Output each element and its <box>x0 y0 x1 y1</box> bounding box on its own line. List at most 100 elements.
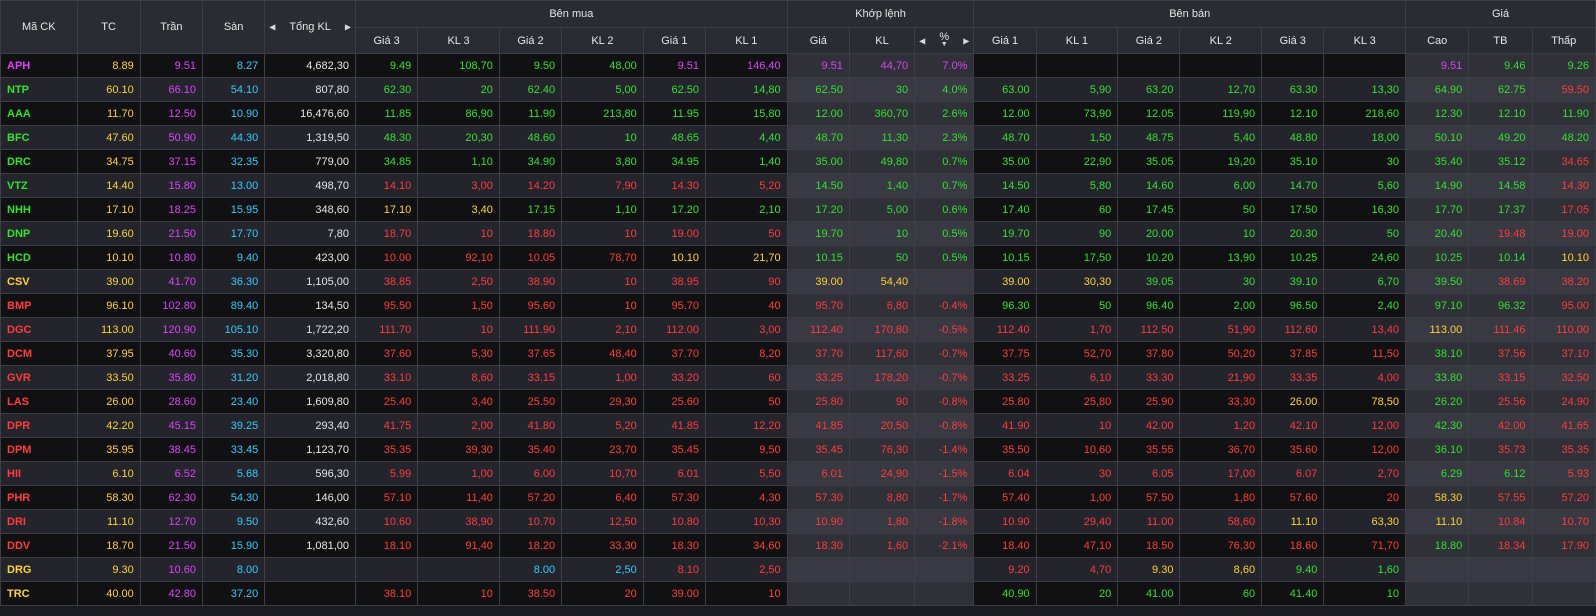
cell-high: 9.51 <box>1405 53 1470 78</box>
col-header-symbol[interactable]: Mã CK <box>0 0 78 54</box>
cell-bid-vol-3: 11,40 <box>417 485 500 510</box>
cell-symbol[interactable]: HCD <box>0 245 78 270</box>
cell-ask-price-2: 11.00 <box>1117 509 1181 534</box>
table-row[interactable]: PHR 58.30 62.30 54.30 146,00 57.10 11,40 57.20 6… <box>0 485 1596 510</box>
col-header-ask-vol-1[interactable]: KL 1 <box>1035 27 1119 54</box>
col-header-match-volume[interactable]: KL <box>848 27 916 54</box>
cell-total-volume: 779,00 <box>264 149 357 174</box>
cell-ask-price-2: 57.50 <box>1117 485 1181 510</box>
cell-total-volume: 3,320,80 <box>264 341 357 366</box>
cell-symbol[interactable]: APH <box>0 53 78 78</box>
cell-ask-vol-3: 12,00 <box>1323 437 1407 462</box>
table-row[interactable]: NHH 17.10 18.25 15.95 348,60 17.10 3,40 17.15 1,… <box>0 197 1596 222</box>
table-row[interactable]: TRC 40.00 42.80 37.20 38.10 10 38.50 20 39.00 10 4… <box>0 581 1596 606</box>
col-header-high[interactable]: Cao <box>1405 27 1470 54</box>
cell-symbol[interactable]: CSV <box>0 269 78 294</box>
cell-bid-price-3: 9.49 <box>355 53 419 78</box>
col-header-low[interactable]: Thấp <box>1531 27 1596 54</box>
table-row[interactable]: DDV 18.70 21.50 15.90 1,081,00 18.10 91,40 18.2… <box>0 533 1596 558</box>
table-row[interactable]: VTZ 14.40 15.80 13.00 498,70 14.10 3,00 14.20 7,… <box>0 173 1596 198</box>
caret-right-icon[interactable]: ▶ <box>344 22 352 32</box>
cell-symbol[interactable]: HII <box>0 461 78 486</box>
table-row[interactable]: DRG 9.30 10.60 8.00 8.00 2,50 8.10 2,50 9.20 4,70… <box>0 557 1596 582</box>
cell-symbol[interactable]: AAA <box>0 101 78 126</box>
col-header-match-percent[interactable]: ◀ % ▼ ▶ <box>914 27 975 54</box>
table-row[interactable]: LAS 26.00 28.60 23.40 1,609,80 25.40 3,40 25.50… <box>0 389 1596 414</box>
cell-symbol[interactable]: DRI <box>0 509 78 534</box>
table-row[interactable]: DRI 11.10 12.70 9.50 432,60 10.60 38,90 10.70 12… <box>0 509 1596 534</box>
col-header-average[interactable]: TB <box>1468 27 1533 54</box>
cell-symbol[interactable]: NHH <box>0 197 78 222</box>
cell-symbol[interactable]: DRG <box>0 557 78 582</box>
table-row[interactable]: NTP 60.10 66.10 54.10 807,80 62.30 20 62.40 5,00… <box>0 77 1596 102</box>
caret-right-icon[interactable]: ▶ <box>963 36 970 45</box>
col-header-ceiling[interactable]: Trần <box>139 0 204 54</box>
cell-total-volume: 2,018,80 <box>264 365 357 390</box>
cell-symbol[interactable]: TRC <box>0 581 78 606</box>
table-row[interactable]: DRC 34.75 37.15 32.35 779,00 34.85 1,10 34.90 3,… <box>0 149 1596 174</box>
sort-down-icon[interactable]: ▼ <box>940 41 948 48</box>
cell-match-volume: 360,70 <box>848 101 916 126</box>
caret-left-icon[interactable]: ◀ <box>919 36 926 45</box>
table-row[interactable]: BFC 47.60 50.90 44.30 1,319,50 48.30 20,30 48.6… <box>0 125 1596 150</box>
cell-symbol[interactable]: NTP <box>0 77 78 102</box>
col-header-bid-price-3[interactable]: Giá 3 <box>355 27 419 54</box>
col-header-ask-price-3[interactable]: Giá 3 <box>1261 27 1325 54</box>
table-row[interactable]: DPR 42.20 45.15 39.25 293,40 41.75 2,00 41.80 5,… <box>0 413 1596 438</box>
table-row[interactable]: CSV 39.00 41.70 36.30 1,105,00 38.85 2,50 38.90… <box>0 269 1596 294</box>
table-row[interactable]: BMP 96.10 102.80 89.40 134,50 95.50 1,50 95.60 1… <box>0 293 1596 318</box>
cell-total-volume: 1,123,70 <box>264 437 357 462</box>
table-row[interactable]: DPM 35.95 38.45 33.45 1,123,70 35.35 39,30 35.4… <box>0 437 1596 462</box>
cell-bid-price-3: 38.10 <box>355 581 419 606</box>
cell-symbol[interactable]: DGC <box>0 317 78 342</box>
col-header-ask-vol-3[interactable]: KL 3 <box>1323 27 1407 54</box>
col-header-bid-price-2[interactable]: Giá 2 <box>498 27 563 54</box>
cell-symbol[interactable]: BMP <box>0 293 78 318</box>
cell-bid-price-1: 95.70 <box>642 293 706 318</box>
cell-symbol[interactable]: PHR <box>0 485 78 510</box>
col-header-bid-price-1[interactable]: Giá 1 <box>642 27 706 54</box>
cell-symbol[interactable]: BFC <box>0 125 78 150</box>
table-row[interactable]: DNP 19.60 21.50 17.70 7,80 18.70 10 18.80 10 19.0… <box>0 221 1596 246</box>
col-header-floor[interactable]: Sàn <box>201 0 266 54</box>
table-row[interactable]: DCM 37.95 40.60 35.30 3,320,80 37.60 5,30 37.65… <box>0 341 1596 366</box>
col-header-ask-price-2[interactable]: Giá 2 <box>1117 27 1181 54</box>
table-row[interactable]: AAA 11.70 12.50 10.90 16,476,60 11.85 86,90 11.… <box>0 101 1596 126</box>
col-header-ref[interactable]: TC <box>76 0 141 54</box>
cell-symbol[interactable]: DCM <box>0 341 78 366</box>
cell-symbol[interactable]: DPR <box>0 413 78 438</box>
col-header-ask-vol-2[interactable]: KL 2 <box>1179 27 1263 54</box>
cell-floor: 15.95 <box>201 197 266 222</box>
caret-left-icon[interactable]: ◀ <box>269 22 276 32</box>
cell-high: 64.90 <box>1405 77 1470 102</box>
cell-symbol[interactable]: DRC <box>0 149 78 174</box>
cell-high: 12.30 <box>1405 101 1470 126</box>
cell-symbol[interactable]: VTZ <box>0 173 78 198</box>
table-row[interactable]: DGC 113.00 120.90 105.10 1,722,20 111.70 10 111… <box>0 317 1596 342</box>
table-row[interactable]: GVR 33.50 35.80 31.20 2,018,80 33.10 8,60 33.15… <box>0 365 1596 390</box>
table-row[interactable]: APH 8.89 9.51 8.27 4,682,30 9.49 108,70 9.50 48,… <box>0 53 1596 78</box>
cell-symbol[interactable]: LAS <box>0 389 78 414</box>
cell-symbol[interactable]: DDV <box>0 533 78 558</box>
cell-low: 17.05 <box>1531 197 1596 222</box>
cell-low: 110.00 <box>1531 317 1596 342</box>
cell-total-volume: 807,80 <box>264 77 357 102</box>
price-board-body: APH 8.89 9.51 8.27 4,682,30 9.49 108,70 9.50 48,… <box>0 53 1596 606</box>
col-header-bid-vol-3[interactable]: KL 3 <box>417 27 500 54</box>
cell-symbol[interactable]: DNP <box>0 221 78 246</box>
table-row[interactable]: HII 6.10 6.52 5.68 596,30 5.99 1,00 6.00 10,70 6.… <box>0 461 1596 486</box>
cell-bid-price-3: 34.85 <box>355 149 419 174</box>
cell-ceiling: 50.90 <box>139 125 204 150</box>
col-header-ask-price-1[interactable]: Giá 1 <box>973 27 1037 54</box>
cell-match-price: 19.70 <box>786 221 850 246</box>
cell-bid-price-1: 6.01 <box>642 461 706 486</box>
table-row[interactable]: HCD 10.10 10.80 9.40 423,00 10.00 92,10 10.05 78… <box>0 245 1596 270</box>
col-header-match-price[interactable]: Giá <box>786 27 850 54</box>
cell-symbol[interactable]: GVR <box>0 365 78 390</box>
cell-symbol[interactable]: DPM <box>0 437 78 462</box>
cell-bid-price-1: 18.30 <box>642 533 706 558</box>
col-header-bid-vol-2[interactable]: KL 2 <box>561 27 644 54</box>
col-header-total-volume[interactable]: ◀ Tổng KL ▶ <box>264 0 357 54</box>
col-header-bid-vol-1[interactable]: KL 1 <box>704 27 788 54</box>
cell-ask-vol-3: 63,30 <box>1323 509 1407 534</box>
